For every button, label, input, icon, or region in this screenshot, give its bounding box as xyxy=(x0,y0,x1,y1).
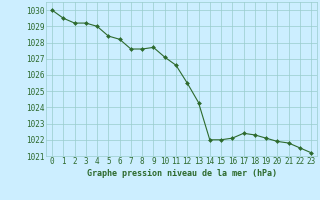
X-axis label: Graphe pression niveau de la mer (hPa): Graphe pression niveau de la mer (hPa) xyxy=(87,169,276,178)
